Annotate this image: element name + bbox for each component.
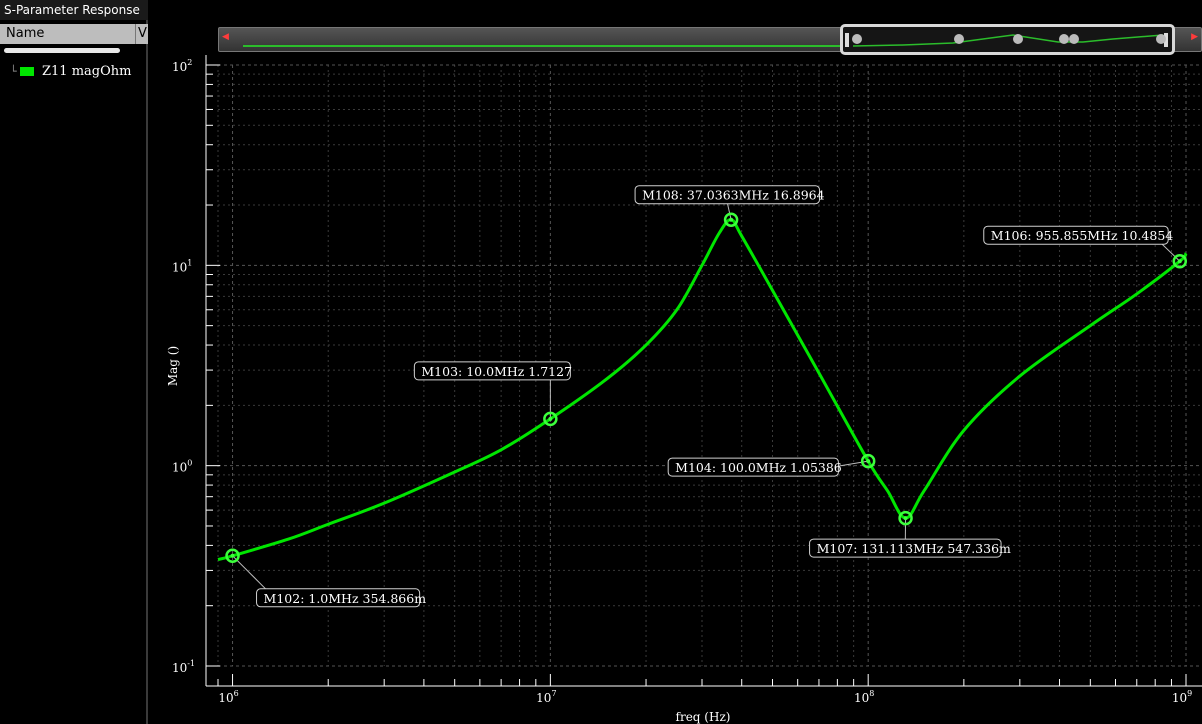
overview-marker-icon [1013, 34, 1023, 44]
column-resize-handle[interactable] [135, 24, 136, 44]
marker-connector [1161, 243, 1181, 262]
marker-label-box [256, 588, 421, 608]
series-line [217, 218, 1188, 561]
chart-series [217, 218, 1188, 561]
overview-marker-icon [1059, 34, 1069, 44]
column-name-header[interactable]: Name [6, 26, 45, 41]
marker-dot [1177, 259, 1182, 264]
marker-label-box [413, 361, 571, 381]
overview-marker-icon [954, 34, 964, 44]
scroll-left-arrow-icon[interactable]: ◀ [222, 32, 229, 42]
x-tick-label: 108 [854, 689, 874, 705]
y-tick-label: 102 [172, 58, 192, 74]
zoom-window-right-handle [1164, 33, 1168, 47]
marker-label-box [634, 185, 820, 205]
x-tick-label: 107 [536, 689, 556, 705]
marker-dot [729, 217, 734, 222]
marker-label: M103: 10.0MHz 1.7127 [421, 364, 572, 379]
marker-ring [225, 548, 240, 564]
marker: M102: 1.0MHz 354.866m [225, 548, 427, 608]
y-tick-label: 10-1 [172, 659, 195, 675]
y-axis-label: Mag () [166, 346, 180, 386]
marker: M103: 10.0MHz 1.7127 [413, 361, 572, 427]
legend-column-header: Name V [0, 24, 148, 44]
legend-panel: S-Parameter Response Name V └ Z11 magOhm [0, 0, 148, 724]
overview-marker-icon [1156, 34, 1166, 44]
marker-label: M106: 955.855MHz 10.4854 [991, 228, 1174, 243]
marker-label: M108: 37.0363MHz 16.8964 [642, 188, 825, 203]
marker-label-box [809, 538, 1002, 558]
marker: M108: 37.0363MHz 16.8964 [634, 185, 825, 227]
marker-label-box [983, 225, 1169, 245]
marker-label: M107: 131.113MHz 547.336m [817, 541, 1011, 556]
marker-label: M104: 100.0MHz 1.05386 [675, 460, 842, 475]
overview-window-trace [845, 33, 1168, 47]
overview-scroller[interactable]: ◀ ▶ [218, 24, 1202, 55]
window-title: S-Parameter Response [0, 0, 148, 20]
overview-marker-icon [852, 34, 862, 44]
marker-connector [726, 202, 732, 220]
legend-item-label: Z11 magOhm [42, 64, 132, 79]
marker-ring [1172, 253, 1188, 269]
marker-label-box [667, 457, 839, 477]
y-tick-label: 101 [172, 258, 192, 274]
marker: M106: 955.855MHz 10.4854 [983, 225, 1188, 269]
y-tick-label: 100 [172, 459, 192, 475]
overview-trace [243, 45, 863, 47]
overview-zoom-window[interactable] [840, 24, 1175, 55]
chart-markers: M102: 1.0MHz 354.866m M103: 10.0MHz 1.712… [225, 185, 1188, 608]
marker-connector [232, 555, 267, 591]
x-tick-label: 109 [1172, 689, 1192, 705]
marker-dot [230, 553, 235, 558]
marker-dot [903, 516, 908, 521]
scroll-right-arrow-icon[interactable]: ▶ [1191, 32, 1198, 42]
legend-item[interactable]: └ Z11 magOhm [10, 64, 144, 80]
overview-marker-icon [1069, 34, 1079, 44]
zoom-window-left-handle [845, 33, 849, 47]
marker-ring [723, 212, 739, 227]
chart-grid [217, 64, 1202, 667]
horizontal-scrollbar[interactable] [4, 48, 120, 53]
marker-ring [898, 510, 913, 526]
marker-ring [543, 411, 558, 427]
marker-dot [866, 459, 871, 464]
marker: M107: 131.113MHz 547.336m [809, 510, 1011, 558]
column-v-header[interactable]: V [138, 26, 147, 41]
marker: M104: 100.0MHz 1.05386 [667, 453, 876, 477]
x-axis-label: freq (Hz) [676, 710, 731, 724]
chart-axes: 106 107 108 109 102 101 100 10-1 [172, 55, 1202, 705]
tree-connector-icon: └ [10, 65, 17, 78]
marker-label: M102: 1.0MHz 354.866m [264, 591, 427, 606]
legend-color-swatch [20, 67, 34, 76]
x-tick-label: 106 [218, 689, 238, 705]
marker-dot [548, 416, 553, 421]
marker-ring [860, 453, 876, 469]
